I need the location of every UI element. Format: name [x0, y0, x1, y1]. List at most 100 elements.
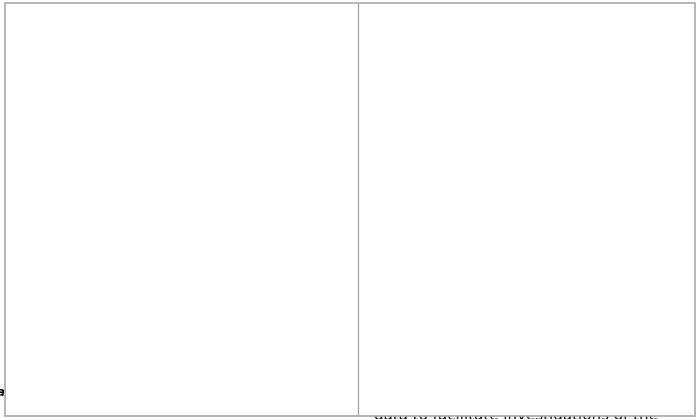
Ellipse shape: [118, 220, 127, 230]
Ellipse shape: [190, 137, 199, 147]
Ellipse shape: [153, 113, 162, 124]
Ellipse shape: [199, 234, 207, 244]
Ellipse shape: [126, 192, 135, 202]
Ellipse shape: [162, 203, 170, 214]
Ellipse shape: [175, 140, 183, 150]
Ellipse shape: [183, 130, 192, 141]
Ellipse shape: [204, 94, 329, 288]
Ellipse shape: [174, 216, 183, 226]
Ellipse shape: [127, 247, 136, 258]
Ellipse shape: [204, 133, 214, 144]
Ellipse shape: [214, 151, 222, 161]
Ellipse shape: [232, 182, 240, 191]
Ellipse shape: [186, 199, 195, 210]
Ellipse shape: [190, 215, 199, 225]
Text: network now known as the Alcoholic: network now known as the Alcoholic: [374, 263, 650, 278]
Ellipse shape: [302, 254, 309, 264]
Text: NIH: NIH: [27, 24, 51, 37]
Ellipse shape: [162, 221, 171, 232]
Text: The goal of the Alcoholic Hepatitis: The goal of the Alcoholic Hepatitis: [374, 348, 633, 363]
Ellipse shape: [136, 199, 145, 209]
Ellipse shape: [270, 192, 277, 201]
Ellipse shape: [115, 251, 123, 262]
Ellipse shape: [226, 203, 234, 212]
Text: Clinical syndrome of sudden onset of jaundice and hepatic failure: Clinical syndrome of sudden onset of jau…: [0, 386, 397, 399]
Ellipse shape: [186, 189, 195, 199]
Ellipse shape: [307, 143, 314, 153]
Text: Cirrhosis and HCC: Cirrhosis and HCC: [223, 73, 358, 86]
Ellipse shape: [145, 157, 153, 167]
Ellipse shape: [137, 155, 146, 166]
Ellipse shape: [247, 166, 255, 175]
Text: National Institute
on Alcohol Abuse
and Alcoholism: National Institute on Alcohol Abuse and …: [87, 20, 144, 41]
Text: Hepatitis Network.: Hepatitis Network.: [374, 293, 514, 308]
Ellipse shape: [193, 190, 201, 200]
Ellipse shape: [238, 220, 246, 229]
Ellipse shape: [130, 184, 139, 194]
FancyBboxPatch shape: [174, 315, 261, 369]
Ellipse shape: [141, 106, 150, 116]
Ellipse shape: [92, 319, 127, 340]
Ellipse shape: [199, 156, 209, 167]
Ellipse shape: [197, 147, 205, 158]
Ellipse shape: [313, 153, 321, 162]
Text: data to facilitate investigations of the: data to facilitate investigations of the: [374, 408, 658, 419]
Ellipse shape: [125, 107, 134, 118]
Ellipse shape: [300, 166, 308, 175]
Ellipse shape: [122, 117, 132, 127]
Ellipse shape: [220, 119, 229, 129]
Ellipse shape: [195, 106, 204, 117]
Ellipse shape: [155, 219, 164, 229]
Ellipse shape: [265, 264, 272, 273]
Ellipse shape: [209, 332, 225, 351]
Ellipse shape: [122, 105, 131, 115]
Ellipse shape: [164, 259, 173, 269]
Ellipse shape: [108, 94, 233, 288]
Ellipse shape: [264, 115, 272, 124]
Ellipse shape: [129, 151, 138, 162]
Ellipse shape: [12, 94, 137, 288]
Ellipse shape: [188, 243, 197, 253]
Text: Alcoholic Hepatitis, AH: Alcoholic Hepatitis, AH: [88, 294, 260, 307]
Ellipse shape: [203, 239, 211, 249]
Text: Normal liver: Normal liver: [8, 73, 100, 86]
Ellipse shape: [163, 172, 172, 183]
Ellipse shape: [207, 228, 216, 238]
Ellipse shape: [164, 235, 173, 245]
Ellipse shape: [153, 252, 161, 262]
Text: Steatohepatitis
and fibrosis: Steatohepatitis and fibrosis: [114, 73, 230, 102]
Text: with 30 – 50% dying within 3 months of: with 30 – 50% dying within 3 months of: [374, 112, 673, 127]
Ellipse shape: [281, 264, 288, 272]
Ellipse shape: [130, 153, 138, 164]
Ellipse shape: [268, 226, 276, 235]
Ellipse shape: [280, 214, 287, 223]
Ellipse shape: [234, 260, 242, 269]
Ellipse shape: [229, 127, 236, 136]
Ellipse shape: [183, 175, 191, 185]
Ellipse shape: [251, 121, 259, 130]
Text: liver disease. The morality rate is high,: liver disease. The morality rate is high…: [374, 82, 669, 97]
Text: Alcoholic hepatitis (AH) is a severe,: Alcoholic hepatitis (AH) is a severe,: [374, 21, 641, 36]
FancyBboxPatch shape: [95, 317, 123, 375]
Ellipse shape: [132, 125, 141, 135]
Ellipse shape: [318, 179, 326, 189]
Ellipse shape: [313, 130, 321, 140]
Ellipse shape: [174, 137, 183, 147]
Text: and treatment of AH, NIAAA funded four: and treatment of AH, NIAAA funded four: [374, 172, 678, 187]
Text: consortia were consolidated into a single: consortia were consolidated into a singl…: [374, 233, 684, 248]
Ellipse shape: [244, 124, 252, 133]
Ellipse shape: [235, 126, 243, 134]
Ellipse shape: [241, 261, 249, 270]
FancyBboxPatch shape: [12, 16, 66, 47]
Ellipse shape: [273, 219, 281, 228]
Text: AH consortia from 2012 to 2017. Those: AH consortia from 2012 to 2017. Those: [374, 202, 671, 217]
Ellipse shape: [281, 133, 289, 142]
Text: diagnosis. To support research for causes: diagnosis. To support research for cause…: [374, 142, 687, 157]
Ellipse shape: [160, 163, 169, 173]
Ellipse shape: [258, 253, 265, 261]
Ellipse shape: [295, 150, 303, 158]
Ellipse shape: [221, 191, 229, 201]
Ellipse shape: [276, 210, 284, 219]
Ellipse shape: [162, 229, 170, 239]
Ellipse shape: [318, 230, 326, 239]
